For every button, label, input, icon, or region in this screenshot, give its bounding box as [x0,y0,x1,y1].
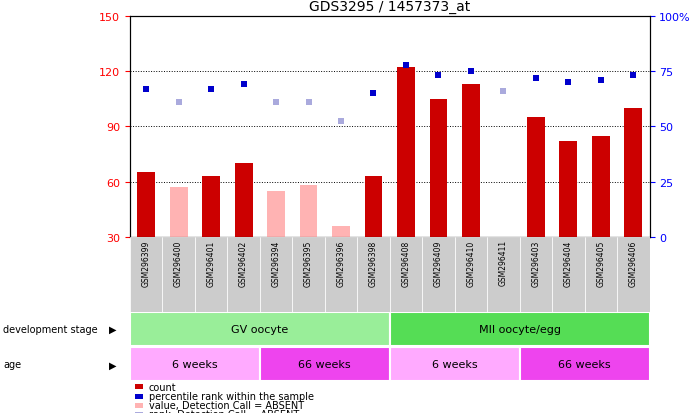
Text: GSM296411: GSM296411 [499,240,508,286]
Text: 66 weeks: 66 weeks [299,359,351,370]
Bar [195,237,227,312]
Text: count: count [149,382,176,392]
Text: GSM296399: GSM296399 [142,240,151,286]
Text: GSM296409: GSM296409 [434,240,443,286]
Bar [390,237,422,312]
Text: GSM296410: GSM296410 [466,240,475,286]
Bar [487,237,520,312]
Text: GSM296405: GSM296405 [596,240,605,286]
Text: 66 weeks: 66 weeks [558,359,611,370]
Text: 6 weeks: 6 weeks [172,359,218,370]
Text: MII oocyte/egg: MII oocyte/egg [479,324,560,335]
Bar [455,237,487,312]
Text: GSM296404: GSM296404 [564,240,573,286]
Bar [520,348,650,381]
Text: GV oocyte: GV oocyte [231,324,288,335]
Bar [462,85,480,237]
Bar [357,237,390,312]
Text: GSM296396: GSM296396 [337,240,346,286]
Bar [585,237,617,312]
Bar [162,237,195,312]
Text: GSM296403: GSM296403 [531,240,540,286]
Text: rank, Detection Call = ABSENT: rank, Detection Call = ABSENT [149,409,299,413]
Bar [552,237,585,312]
Text: GSM296406: GSM296406 [629,240,638,286]
Text: age: age [3,359,21,370]
Bar [227,237,260,312]
Bar [130,313,390,346]
Bar [170,188,187,237]
Bar [397,68,415,237]
Text: 6 weeks: 6 weeks [432,359,477,370]
Text: percentile rank within the sample: percentile rank within the sample [149,391,314,401]
Text: development stage: development stage [3,324,98,335]
Bar [422,237,455,312]
Bar [430,100,447,237]
Bar [300,186,317,237]
Bar [235,164,252,237]
Text: GSM296408: GSM296408 [401,240,410,286]
Text: GSM296395: GSM296395 [304,240,313,286]
Bar [202,177,220,237]
Text: GSM296402: GSM296402 [239,240,248,286]
Bar [260,348,390,381]
Text: GSM296394: GSM296394 [272,240,281,286]
Bar [390,313,650,346]
Bar [267,192,285,237]
Bar [292,237,325,312]
Bar [365,177,382,237]
Bar [130,348,260,381]
Title: GDS3295 / 1457373_at: GDS3295 / 1457373_at [309,0,471,14]
Text: value, Detection Call = ABSENT: value, Detection Call = ABSENT [149,400,303,410]
Bar [592,136,609,237]
Bar [625,109,642,237]
Text: ▶: ▶ [108,324,116,335]
Bar [130,237,162,312]
Bar [138,173,155,237]
Bar [332,226,350,237]
Bar [260,237,292,312]
Bar [560,142,577,237]
Bar [520,237,552,312]
Bar [325,237,357,312]
Text: GSM296401: GSM296401 [207,240,216,286]
Bar [617,237,650,312]
Bar [390,348,520,381]
Text: GSM296398: GSM296398 [369,240,378,286]
Text: GSM296400: GSM296400 [174,240,183,286]
Bar [527,118,545,237]
Text: ▶: ▶ [108,359,116,370]
